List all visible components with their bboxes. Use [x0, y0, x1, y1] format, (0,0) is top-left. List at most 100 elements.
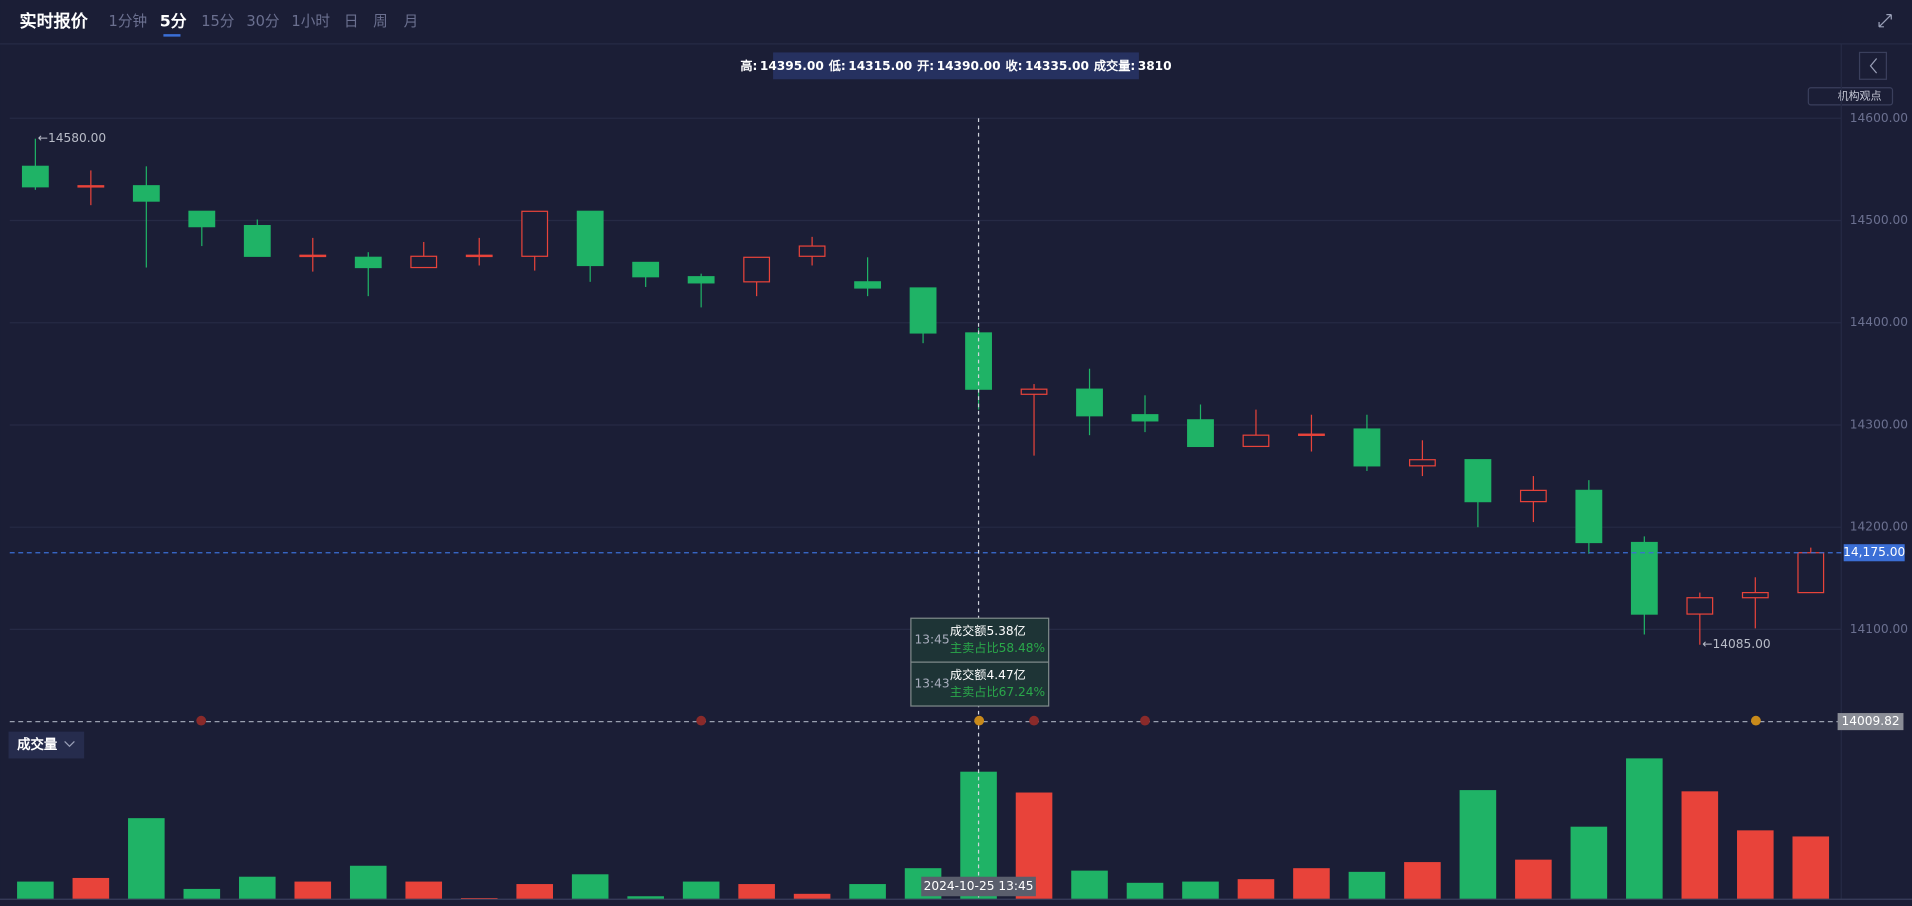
y-tick-label: 14400.00: [1850, 315, 1908, 329]
event-marker[interactable]: [1140, 715, 1150, 726]
candle-body: [521, 210, 549, 257]
volume-bar: [1404, 862, 1441, 899]
tab[interactable]: 5分: [160, 11, 187, 30]
candle-body: [1020, 388, 1048, 395]
candle-body: [854, 281, 882, 289]
tab[interactable]: 1分钟: [109, 13, 148, 30]
volume-bar: [1293, 868, 1330, 899]
candle-body: [1298, 433, 1325, 436]
candle-body: [188, 210, 216, 228]
candle-body: [1353, 428, 1381, 467]
volume-bar: [349, 865, 387, 899]
event-markers: [196, 715, 1761, 726]
info-value: 14315.00: [848, 58, 912, 72]
info-text: 高: 14395.00 低: 14315.00 开: 14390.00 收: 14335.00…: [740, 57, 1171, 72]
volume-bar: [1570, 826, 1608, 899]
tab[interactable]: 周: [373, 13, 388, 30]
event-marker[interactable]: [696, 715, 707, 726]
plot: 14600.00 14500.00 14400.00 14300.00 14200.00…: [0, 43, 1912, 900]
candle-body: [632, 261, 660, 278]
event-marker[interactable]: [1029, 715, 1039, 726]
volume-bar: [1792, 836, 1830, 899]
volume-dropdown-label: 成交量: [17, 736, 58, 753]
info-label: 成交量:: [1094, 57, 1135, 72]
volume-bar: [682, 881, 720, 899]
tooltip-ratio: 主卖占比67.24%: [950, 684, 1045, 699]
candle-body: [1519, 489, 1547, 503]
volume-bar: [17, 881, 54, 899]
ref-tag: [1837, 713, 1904, 731]
volume-bar: [1737, 830, 1774, 899]
candle-body: [1076, 388, 1103, 417]
tab[interactable]: 日: [344, 13, 359, 30]
candle-body: [1630, 541, 1658, 615]
candle-body: [1741, 591, 1769, 599]
y-tick-label: 14200.00: [1850, 520, 1908, 534]
volume-bar: [738, 884, 775, 899]
tab[interactable]: 15分: [201, 13, 235, 30]
candle-body: [1187, 419, 1214, 448]
back-button[interactable]: [1858, 51, 1887, 80]
candle-body: [798, 245, 826, 257]
candle-body: [1131, 414, 1159, 422]
back-icon: [1869, 58, 1878, 74]
tooltip-time: 13:43: [915, 677, 950, 691]
side-button-label: 机构观点: [1838, 88, 1882, 102]
volume-bar: [405, 881, 443, 899]
dropdown-icon: [64, 740, 75, 748]
volume-bar: [239, 876, 276, 899]
volume-bar: [1126, 882, 1164, 899]
candle-body: [743, 256, 771, 283]
y-tick-label: 14500.00: [1850, 213, 1908, 227]
candle-body: [243, 225, 271, 257]
volume-bar: [627, 896, 664, 899]
event-marker[interactable]: [974, 715, 985, 726]
info-label: 收:: [1005, 57, 1022, 72]
candle-body: [1686, 597, 1714, 615]
volume-bar: [571, 874, 609, 899]
candle-body: [77, 185, 105, 188]
candle-body: [1408, 459, 1436, 467]
tab[interactable]: 30分: [246, 13, 280, 30]
ref-tag-label: 14009.82: [1841, 714, 1899, 728]
candle-body: [687, 276, 715, 284]
y-tick-label: 14100.00: [1850, 622, 1908, 636]
candle-body: [1242, 434, 1270, 448]
tab[interactable]: 月: [404, 13, 419, 30]
collapse-icon[interactable]: [1878, 14, 1892, 28]
crosshair-tag: [921, 876, 1036, 897]
candle-body: [354, 256, 382, 269]
y-tick-label: 14300.00: [1850, 417, 1908, 431]
volume-bar: [1626, 758, 1663, 899]
info-label: 低:: [828, 57, 846, 72]
volume-bar: [72, 877, 110, 899]
volume-bar: [1348, 871, 1386, 899]
tooltip-ratio: 主卖占比58.48%: [950, 640, 1045, 655]
candle-body: [576, 210, 604, 267]
event-marker[interactable]: [196, 715, 207, 726]
candle-body: [21, 165, 49, 188]
side-button[interactable]: [1807, 87, 1894, 106]
volume-bar: [460, 898, 498, 899]
info-label: 开:: [917, 58, 934, 72]
candle-body: [132, 185, 160, 202]
volume-bar: [516, 884, 553, 899]
info-label: 高:: [740, 57, 757, 72]
extreme-label: ←14580.00: [38, 131, 106, 145]
tooltip-time: 13:45: [915, 633, 950, 647]
tooltip-amount: 成交额5.38亿: [950, 623, 1026, 638]
info-value: 14335.00: [1025, 58, 1089, 72]
info-value: 14395.00: [760, 58, 824, 72]
volume-bar: [849, 884, 886, 899]
candle-body: [1797, 552, 1825, 594]
volume-bar: [1515, 859, 1552, 899]
candle-body: [465, 254, 493, 258]
candle-body: [299, 254, 327, 258]
event-marker[interactable]: [1751, 715, 1761, 726]
volume-bar: [294, 881, 332, 899]
tab[interactable]: 1小时: [291, 13, 330, 30]
info-bar: [773, 52, 1139, 80]
